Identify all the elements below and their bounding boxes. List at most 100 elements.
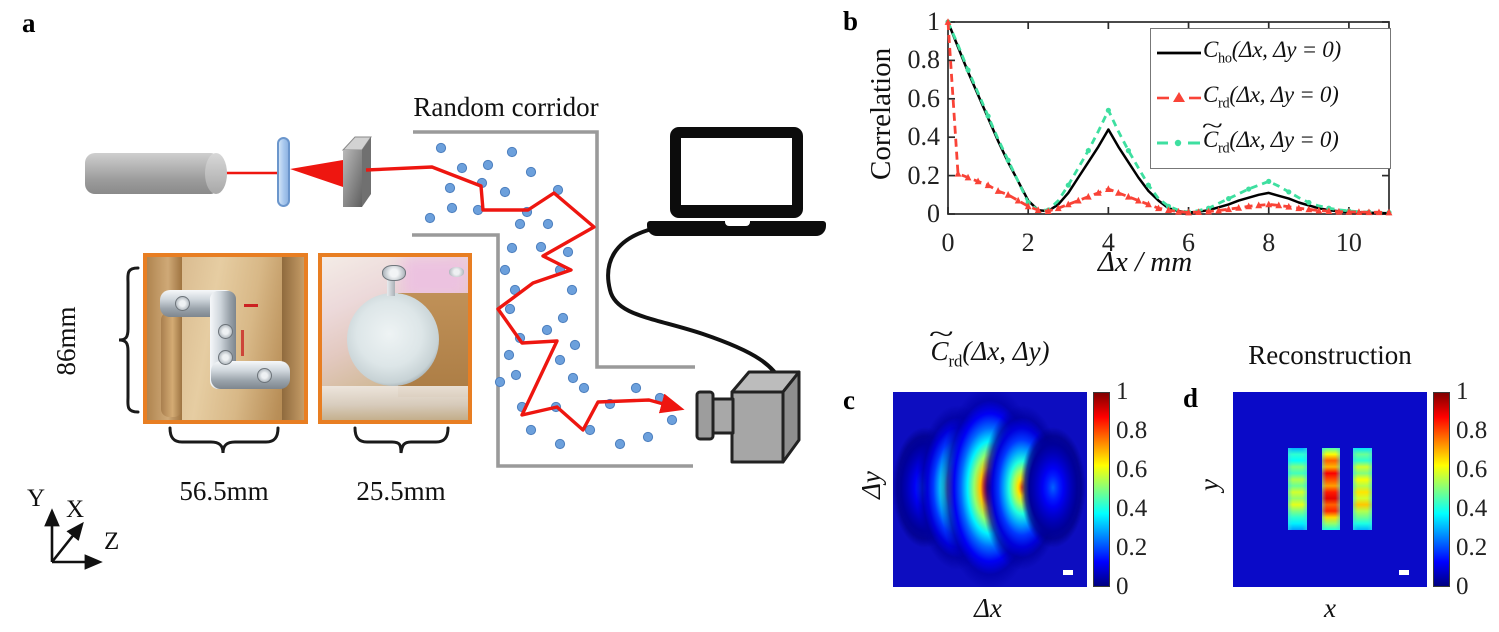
scatterer-dot bbox=[584, 424, 596, 436]
colorbar-tick-label: 0.2 bbox=[1116, 534, 1148, 561]
scatterer-dot bbox=[456, 162, 468, 174]
colorbar-c bbox=[1093, 392, 1110, 587]
axis-x-label: X bbox=[66, 496, 85, 523]
series-marker-triangle bbox=[974, 177, 982, 185]
heatmap-c-ylabel: Δy bbox=[856, 471, 886, 499]
scatterer-dot bbox=[535, 241, 547, 253]
scatterer-dot bbox=[557, 312, 569, 324]
series-line bbox=[946, 21, 1390, 214]
scatterer-dot bbox=[503, 349, 515, 361]
colorbar-tick-label: 0.6 bbox=[1116, 456, 1148, 483]
scatterer-dot bbox=[499, 186, 511, 198]
scatterer-dot bbox=[424, 212, 436, 224]
series-marker-triangle bbox=[1205, 207, 1212, 215]
heatmap-c-title: ~ Crd(Δx, Δy) bbox=[928, 319, 1050, 371]
dim-right-label: 25.5mm bbox=[356, 476, 446, 506]
heatmap-c-scalebar bbox=[1063, 570, 1073, 575]
y-tick-label: 0.4 bbox=[907, 122, 941, 152]
series-marker-dot bbox=[1306, 199, 1312, 206]
photo-pink-blur bbox=[402, 257, 468, 300]
series-marker-triangle bbox=[944, 18, 952, 25]
series-marker-triangle bbox=[1285, 202, 1293, 210]
heatmap-blob bbox=[1020, 427, 1087, 548]
colorbar-tick-label: 0.4 bbox=[1456, 495, 1488, 522]
dim-height-label: 86mm bbox=[51, 306, 81, 376]
series-marker-triangle bbox=[1054, 204, 1062, 212]
series-marker-dot bbox=[1125, 148, 1132, 154]
scatterer-dot bbox=[510, 369, 522, 381]
series-marker-triangle bbox=[984, 181, 992, 189]
series-marker-triangle bbox=[1215, 206, 1223, 214]
scatterer-dot bbox=[504, 303, 516, 315]
scatterer-dot bbox=[567, 372, 579, 384]
scatterer-dot bbox=[542, 218, 554, 230]
series-marker-triangle bbox=[1004, 191, 1012, 198]
axis-y-label: Y bbox=[27, 485, 46, 512]
laser-icon bbox=[85, 153, 215, 194]
corridor-label: Random corridor bbox=[413, 92, 599, 122]
laser-mark-1 bbox=[244, 304, 259, 308]
colorbar-tick-label: 0 bbox=[1456, 573, 1469, 600]
series-marker-triangle bbox=[1385, 208, 1393, 216]
colorbar-tick-label: 1 bbox=[1456, 378, 1469, 405]
series-marker-triangle bbox=[1165, 206, 1172, 214]
scatterer-dot bbox=[614, 438, 626, 450]
round-mirror bbox=[346, 292, 439, 386]
colorbar-tick-label: 0.8 bbox=[1456, 417, 1488, 444]
legend-label-cho: Cho(Δx, Δy = 0) bbox=[1203, 37, 1341, 67]
x-tick-label: 6 bbox=[1182, 228, 1196, 257]
series-marker-dot bbox=[985, 113, 991, 119]
heatmap-d-title: Reconstruction bbox=[1248, 340, 1412, 370]
reconstruction-bar bbox=[1353, 447, 1373, 531]
series-marker-triangle bbox=[1034, 206, 1042, 214]
scatterer-dot bbox=[569, 339, 581, 351]
series-marker-triangle bbox=[1335, 207, 1343, 215]
colorbar-d bbox=[1433, 392, 1450, 587]
series-marker-triangle bbox=[1235, 204, 1243, 211]
scatterer-dot bbox=[554, 438, 566, 450]
heatmap-d-xlabel: x bbox=[1324, 593, 1336, 623]
series-marker-triangle bbox=[1185, 208, 1192, 216]
series-marker-triangle bbox=[1305, 205, 1313, 213]
heatmap-d-scalebar bbox=[1399, 570, 1409, 575]
colorbar-tick-label: 0.8 bbox=[1116, 417, 1148, 444]
y-tick-label: 1 bbox=[927, 7, 940, 36]
heatmap-d-ylabel: y bbox=[1194, 479, 1224, 491]
mirror-icon bbox=[341, 136, 372, 207]
series-marker-triangle bbox=[1375, 208, 1383, 216]
series-marker-dot bbox=[1266, 178, 1272, 184]
x-tick-label: 2 bbox=[1021, 228, 1035, 257]
y-tick-label: 0 bbox=[927, 199, 940, 228]
series-marker-triangle bbox=[1355, 208, 1363, 215]
y-tick-label: 0.8 bbox=[907, 45, 941, 75]
series-marker-dot bbox=[1286, 189, 1292, 195]
scatterer-dot bbox=[444, 182, 456, 194]
series-marker-triangle bbox=[1265, 200, 1273, 208]
scatterer-dot bbox=[494, 376, 506, 388]
pipe-screw-3 bbox=[217, 349, 233, 365]
legend-item-cho: Cho(Δx, Δy = 0) bbox=[1155, 30, 1390, 75]
panel-d-label: d bbox=[1183, 383, 1199, 413]
scatterer-dot bbox=[482, 159, 494, 171]
pipe-screw-4 bbox=[256, 367, 272, 383]
mirror-knob-stem bbox=[386, 278, 395, 297]
series-marker-triangle bbox=[1155, 204, 1162, 212]
series-marker-dot bbox=[1105, 107, 1111, 113]
reconstruction-bar bbox=[1288, 447, 1307, 531]
correlation-heatmap bbox=[893, 392, 1087, 587]
scatterer-dot bbox=[435, 142, 447, 154]
laptop-base bbox=[647, 221, 826, 236]
series-marker-dot bbox=[1085, 148, 1091, 154]
series-marker-triangle bbox=[1365, 208, 1373, 216]
dimension-braces bbox=[118, 266, 450, 454]
colorbar-tick-label: 0.4 bbox=[1116, 495, 1148, 522]
series-marker-dot bbox=[1065, 182, 1071, 188]
corridor-walls bbox=[412, 130, 695, 468]
series-marker-triangle bbox=[1135, 196, 1142, 204]
laptop-notch bbox=[725, 221, 750, 226]
series-marker-dot bbox=[1005, 157, 1011, 163]
scatterer-dot bbox=[578, 382, 590, 394]
colorbar-tick-label: 0.2 bbox=[1456, 534, 1488, 561]
y-tick-label: 0.2 bbox=[907, 160, 941, 190]
